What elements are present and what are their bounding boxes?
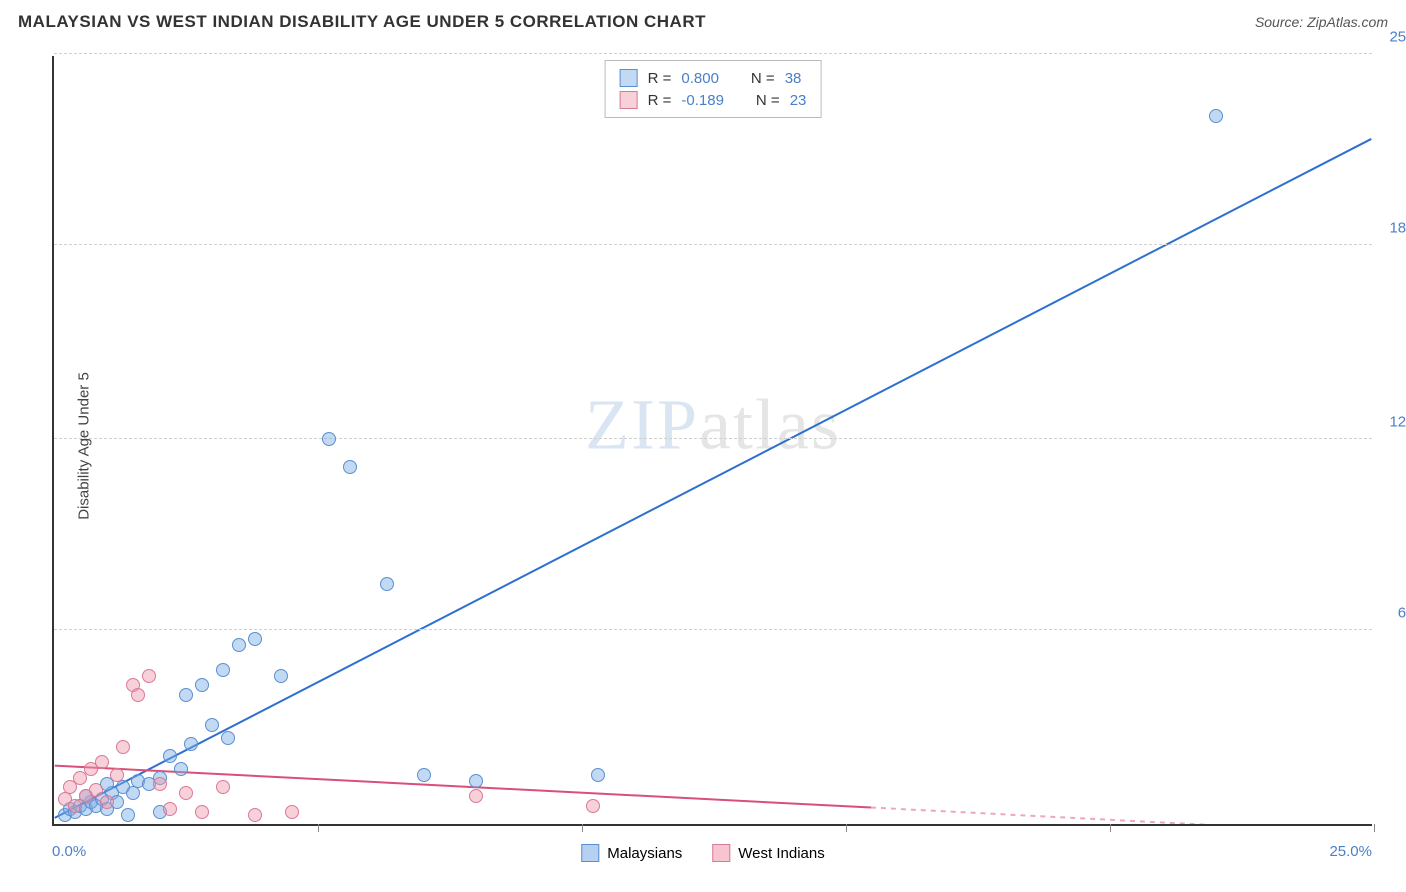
data-point	[1209, 109, 1223, 123]
data-point	[163, 749, 177, 763]
data-point	[380, 577, 394, 591]
stat-n-value: 23	[790, 92, 807, 109]
legend-swatch	[620, 69, 638, 87]
data-point	[121, 808, 135, 822]
stat-r-value: -0.189	[681, 92, 724, 109]
data-point	[153, 777, 167, 791]
x-tick	[1374, 824, 1375, 832]
legend-label: West Indians	[738, 845, 824, 862]
gridline	[54, 629, 1372, 630]
data-point	[179, 786, 193, 800]
stat-r-label: R =	[648, 70, 672, 87]
legend-swatch	[620, 91, 638, 109]
x-tick	[318, 824, 319, 832]
data-point	[126, 786, 140, 800]
stat-r-label: R =	[648, 92, 672, 109]
data-point	[184, 737, 198, 751]
plot-area: ZIPatlas R = 0.800 N = 38 R = -0.189 N = 23…	[52, 56, 1372, 826]
gridline	[54, 438, 1372, 439]
data-point	[417, 768, 431, 782]
stats-legend-row: R = 0.800 N = 38	[620, 67, 807, 89]
data-point	[195, 678, 209, 692]
data-point	[274, 669, 288, 683]
gridline	[54, 244, 1372, 245]
data-point	[195, 805, 209, 819]
data-point	[110, 768, 124, 782]
legend-item: West Indians	[712, 844, 824, 862]
data-point	[179, 688, 193, 702]
legend-swatch	[581, 844, 599, 862]
data-point	[586, 799, 600, 813]
data-point	[469, 774, 483, 788]
data-point	[216, 663, 230, 677]
stats-legend: R = 0.800 N = 38 R = -0.189 N = 23	[605, 60, 822, 118]
y-tick-label: 12.5%	[1377, 414, 1406, 431]
y-tick-label: 25.0%	[1377, 29, 1406, 46]
data-point	[248, 632, 262, 646]
series-legend: Malaysians West Indians	[581, 844, 824, 862]
data-point	[89, 783, 103, 797]
x-axis-max-label: 25.0%	[1329, 843, 1372, 860]
data-point	[248, 808, 262, 822]
data-point	[205, 718, 219, 732]
x-axis-origin-label: 0.0%	[52, 843, 86, 860]
regression-lines	[54, 56, 1372, 824]
data-point	[142, 669, 156, 683]
data-point	[221, 731, 235, 745]
stat-n-label: N =	[756, 92, 780, 109]
x-tick	[1110, 824, 1111, 832]
stat-n-label: N =	[751, 70, 775, 87]
data-point	[232, 638, 246, 652]
stat-r-value: 0.800	[681, 70, 719, 87]
data-point	[469, 789, 483, 803]
data-point	[163, 802, 177, 816]
stat-n-value: 38	[785, 70, 802, 87]
watermark-text: ZIPatlas	[585, 383, 841, 466]
chart-title: MALAYSIAN VS WEST INDIAN DISABILITY AGE …	[18, 12, 706, 31]
data-point	[343, 460, 357, 474]
legend-label: Malaysians	[607, 845, 682, 862]
gridline	[54, 53, 1372, 54]
data-point	[100, 795, 114, 809]
data-point	[322, 432, 336, 446]
data-point	[174, 762, 188, 776]
x-tick	[582, 824, 583, 832]
data-point	[216, 780, 230, 794]
data-point	[95, 755, 109, 769]
legend-swatch	[712, 844, 730, 862]
y-tick-label: 6.3%	[1377, 604, 1406, 621]
data-point	[116, 740, 130, 754]
data-point	[591, 768, 605, 782]
y-tick-label: 18.8%	[1377, 219, 1406, 236]
data-point	[131, 688, 145, 702]
data-point	[285, 805, 299, 819]
x-tick	[846, 824, 847, 832]
source-attribution: Source: ZipAtlas.com	[1255, 14, 1388, 30]
stats-legend-row: R = -0.189 N = 23	[620, 89, 807, 111]
legend-item: Malaysians	[581, 844, 682, 862]
